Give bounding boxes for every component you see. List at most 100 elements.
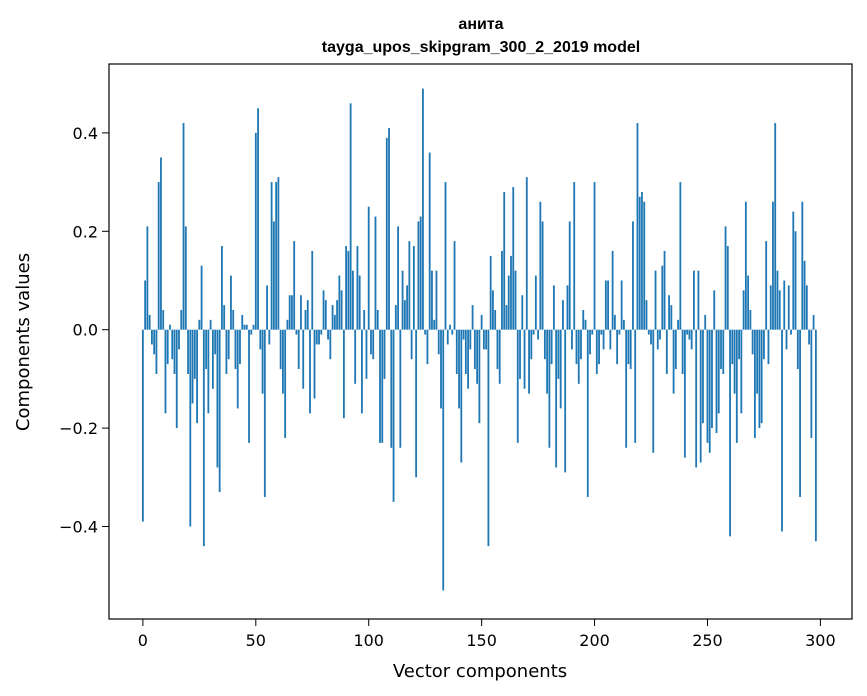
bar-146	[471, 305, 474, 330]
bar-278	[769, 285, 772, 330]
axis-ticks: 0 50 100 150 200 250 300 −0.4 −0.2 0.0 0.2 0.4	[59, 124, 836, 650]
bar-87	[338, 275, 341, 330]
bar-25	[198, 319, 201, 330]
bar-114	[399, 329, 402, 448]
bar-184	[557, 329, 560, 379]
bar-147	[473, 329, 476, 370]
bar-158	[498, 329, 501, 384]
bar-23	[193, 329, 196, 379]
bar-21	[189, 329, 192, 527]
bar-185	[559, 329, 562, 409]
bar-175	[537, 329, 539, 340]
bar-93	[352, 270, 354, 330]
bar-243	[690, 329, 693, 350]
bar-18	[182, 123, 185, 330]
bar-55	[266, 285, 268, 330]
bar-57	[270, 182, 273, 330]
bar-129	[433, 319, 436, 330]
bar-112	[394, 305, 397, 330]
bar-262	[733, 329, 736, 394]
bar-230	[661, 265, 664, 330]
bar-16	[178, 329, 180, 350]
bar-31	[211, 329, 214, 389]
bar-89	[342, 329, 345, 419]
bar-231	[663, 250, 666, 330]
bar-274	[760, 329, 763, 424]
x-tick-label: 100	[353, 631, 384, 650]
bar-172	[530, 329, 533, 360]
bar-80	[322, 290, 325, 330]
bar-173	[532, 329, 535, 335]
x-tick-label: 0	[138, 631, 148, 650]
bar-88	[340, 290, 343, 330]
x-tick-label: 150	[466, 631, 497, 650]
bar-171	[528, 329, 530, 394]
bar-110	[390, 329, 393, 448]
bar-135	[446, 329, 449, 345]
bar-1	[144, 280, 147, 330]
plot-frame	[108, 63, 853, 620]
bar-221	[641, 191, 643, 330]
bar-96	[358, 275, 361, 330]
bar-280	[774, 123, 777, 330]
bar-99	[365, 329, 368, 379]
bar-203	[600, 329, 603, 335]
bar-113	[397, 226, 399, 330]
y-tick-label: 0.4	[73, 124, 98, 143]
bar-238	[679, 182, 682, 330]
bar-138	[453, 241, 456, 330]
bar-51	[257, 108, 259, 330]
bar-40	[232, 310, 235, 330]
bar-17	[180, 310, 183, 330]
x-tick-label: 50	[246, 631, 266, 650]
bar-228	[656, 329, 659, 350]
bar-81	[324, 300, 327, 330]
bar-215	[627, 329, 630, 365]
bar-65	[288, 295, 291, 330]
bar-178	[543, 329, 546, 360]
bar-109	[388, 127, 390, 330]
bar-60	[277, 177, 280, 330]
bar-107	[383, 329, 386, 379]
bar-41	[234, 329, 237, 370]
bar-217	[632, 221, 634, 330]
bar-118	[408, 241, 411, 330]
bar-72	[304, 310, 307, 330]
bar-206	[607, 280, 609, 330]
bar-84	[331, 305, 334, 330]
bar-181	[550, 329, 553, 365]
bar-53	[261, 329, 264, 394]
bar-249	[704, 314, 707, 330]
bar-162	[507, 275, 510, 330]
bar-102	[372, 329, 375, 360]
bar-251	[708, 329, 711, 453]
bar-188	[566, 285, 569, 330]
bar-156	[494, 310, 497, 330]
x-tick-label: 200	[579, 631, 610, 650]
bar-126	[426, 329, 429, 365]
bar-69	[297, 329, 300, 370]
bar-196	[584, 319, 587, 330]
bar-127	[428, 152, 431, 330]
bar-22	[191, 329, 194, 404]
bar-131	[437, 329, 440, 355]
y-tick-label: 0.2	[73, 222, 98, 241]
bar-246	[697, 270, 700, 330]
bar-139	[455, 329, 458, 374]
bar-86	[336, 300, 338, 330]
bar-43	[239, 329, 241, 365]
bar-250	[706, 329, 709, 443]
y-axis-label: Components values	[13, 253, 34, 431]
bar-27	[202, 329, 205, 547]
bar-211	[618, 329, 621, 335]
bar-115	[401, 270, 404, 330]
bar-48	[250, 329, 253, 335]
chart-title: анита	[458, 16, 503, 33]
bar-108	[385, 137, 388, 330]
bar-240	[683, 329, 686, 458]
bar-76	[313, 329, 316, 399]
bar-255	[717, 329, 720, 414]
bar-145	[469, 329, 472, 350]
bar-150	[480, 314, 483, 330]
bar-61	[279, 329, 282, 370]
